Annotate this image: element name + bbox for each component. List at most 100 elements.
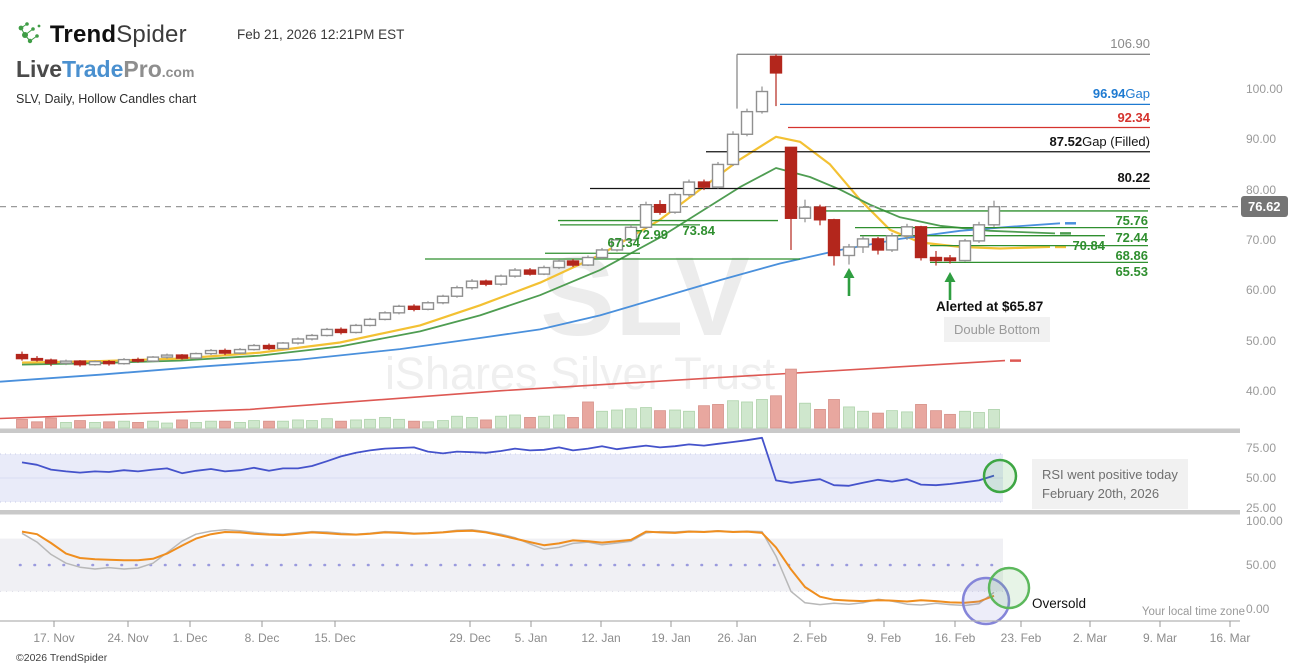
candle-body	[842, 246, 856, 257]
rsi-annotation[interactable]: RSI went positive today February 20th, 2…	[1032, 459, 1188, 509]
candle-body	[523, 269, 537, 275]
x-axis-label: 15. Dec	[314, 631, 356, 645]
rsi-axis-label: 50.00	[1246, 471, 1277, 485]
current-price-badge: 76.62	[1241, 196, 1288, 217]
candle-body	[436, 295, 450, 304]
stoch-axis-label: 100.00	[1246, 514, 1283, 528]
candle-body	[204, 349, 218, 355]
separator-rsi-stoch	[0, 510, 1240, 515]
candle-body	[682, 181, 696, 196]
price-axis-label: 100.00	[1246, 82, 1283, 96]
volume-bar	[306, 420, 318, 429]
volume-bar	[654, 410, 666, 429]
candle-body	[30, 357, 44, 361]
alert-arrow-head	[843, 268, 855, 278]
candle-body	[508, 269, 522, 277]
volume-bar	[379, 417, 391, 429]
x-axis-label: 5. Jan	[514, 631, 548, 645]
candle-body	[943, 257, 957, 262]
volume-bar	[147, 420, 159, 429]
rsi-line	[21, 436, 995, 487]
volume-bar	[103, 421, 115, 429]
candle-body	[305, 334, 319, 340]
stoch-axis-label: 50.00	[1246, 558, 1277, 572]
volume-bar	[727, 400, 739, 429]
candle-body	[827, 219, 841, 257]
volume-bar	[886, 410, 898, 429]
rsi-annotation-line2: February 20th, 2026	[1042, 486, 1160, 501]
candle-body	[552, 260, 566, 269]
site-tld: .com	[161, 64, 195, 80]
candle-body	[653, 203, 667, 213]
candle-body	[291, 338, 305, 344]
candle-body	[566, 260, 580, 266]
candle-body	[59, 360, 73, 364]
candle-body	[378, 312, 392, 321]
candle-body	[131, 358, 145, 362]
brand-light: Spider	[116, 21, 187, 48]
price-level-label: 75.76	[1115, 212, 1148, 228]
candle-body	[740, 110, 754, 135]
candle-body	[972, 224, 986, 242]
x-axis-label: 1. Dec	[172, 631, 208, 645]
candle-body	[726, 133, 740, 166]
volume-bar	[582, 401, 594, 429]
price-axis-label: 60.00	[1246, 283, 1277, 298]
volume-bar	[393, 418, 405, 429]
price-axis-label: 70.00	[1246, 232, 1277, 247]
watermark-name: iShares Silver Trust	[384, 348, 776, 399]
candle-body	[479, 280, 493, 285]
candle-body	[102, 360, 116, 365]
candle-body	[769, 55, 783, 74]
x-axis-label: 12. Jan	[581, 631, 621, 645]
candle-body	[117, 358, 131, 365]
separator-volume-rsi	[0, 428, 1240, 433]
candle-body	[450, 286, 464, 297]
volume-bar	[799, 402, 811, 429]
volume-bar	[872, 412, 884, 429]
stoch-band	[0, 538, 1003, 592]
candle-body	[233, 348, 247, 354]
candle-body	[697, 181, 711, 188]
candle-body	[407, 305, 421, 311]
livetradepro-logo: LiveTradePro.com	[16, 56, 194, 83]
volume-bar	[901, 411, 913, 429]
x-axis-label: 16. Mar	[1209, 631, 1251, 645]
candle-body	[334, 328, 348, 334]
price-level-label: 96.94Gap	[1092, 86, 1150, 102]
x-axis-label: 9. Feb	[866, 631, 902, 645]
candle-body	[363, 318, 377, 327]
volume-bar	[60, 422, 72, 429]
stoch-oversold-circle-purple[interactable]	[961, 576, 1011, 626]
volume-bar	[683, 410, 695, 429]
alert-arrow-shaft	[948, 281, 952, 300]
alert-arrow-head	[944, 272, 956, 282]
volume-bar	[741, 401, 753, 429]
volume-bar	[31, 421, 43, 429]
stoch-oversold-circle-green[interactable]	[987, 566, 1031, 610]
x-axis-label: 23. Feb	[1000, 631, 1042, 645]
volume-bar	[451, 415, 463, 429]
volume-bar	[495, 415, 507, 429]
candle-body	[146, 356, 160, 362]
candle-body	[392, 305, 406, 314]
price-axis-label: 80.00	[1246, 182, 1277, 197]
x-axis-label: 29. Dec	[449, 631, 491, 645]
volume-bar	[16, 418, 28, 429]
volume-bar	[321, 418, 333, 429]
volume-bar	[89, 422, 101, 429]
stoch-d-line	[21, 529, 995, 607]
candle-body	[160, 354, 174, 358]
candle-body	[88, 360, 102, 366]
candle-body	[15, 353, 29, 360]
candle-body	[465, 280, 479, 289]
rsi-positive-circle[interactable]	[982, 458, 1018, 494]
double-bottom-label[interactable]: Double Bottom	[944, 317, 1050, 342]
ma-mid-green	[21, 167, 1056, 366]
candle-body	[639, 203, 653, 229]
candle-body	[581, 256, 595, 266]
candle-body	[494, 275, 508, 285]
candle-body	[755, 90, 769, 113]
timezone-note[interactable]: Your local time zone	[1141, 606, 1245, 618]
